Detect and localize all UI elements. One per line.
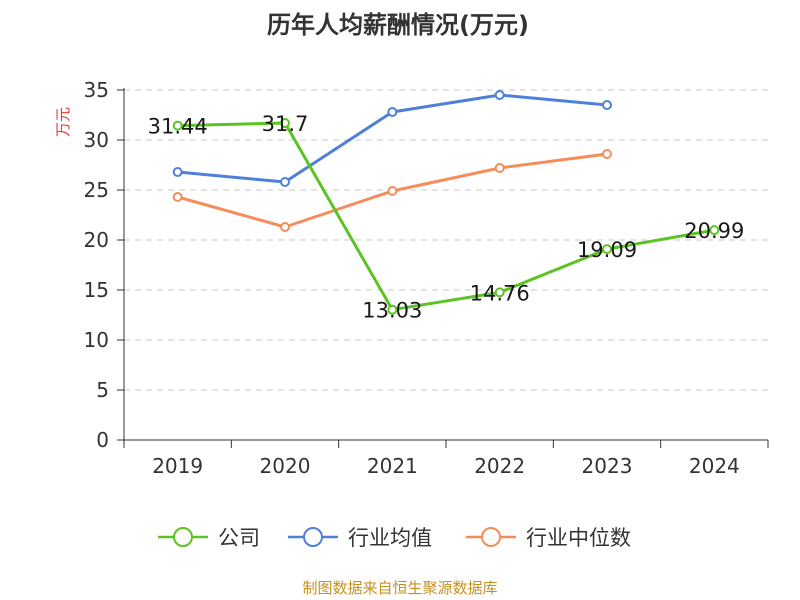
source-note: 制图数据来自恒生聚源数据库: [302, 579, 497, 597]
data-point[interactable]: [494, 163, 505, 173]
data-label: 13.03: [362, 299, 422, 323]
data-point[interactable]: [172, 167, 183, 177]
x-axis: 2019 2020 2021 2022 2023 2024: [123, 439, 769, 478]
legend-marker: [173, 527, 193, 547]
y-tick-label: 35: [84, 78, 109, 102]
data-point[interactable]: [280, 177, 290, 187]
data-point[interactable]: [172, 120, 183, 131]
data-point[interactable]: [709, 225, 720, 236]
y-tick-label: 20: [84, 228, 109, 252]
x-tick-label: 2023: [582, 454, 633, 478]
x-tick-label: 2021: [367, 454, 418, 478]
legend-label: 公司: [218, 526, 260, 550]
y-tick-label: 10: [84, 328, 109, 352]
y-tick-label: 0: [96, 428, 109, 452]
data-label: 19.09: [577, 238, 637, 262]
data-point[interactable]: [602, 100, 612, 110]
data-point[interactable]: [494, 90, 505, 100]
legend[interactable]: 公司 行业均值 行业中位数: [158, 526, 631, 550]
series-layer: [172, 90, 720, 315]
legend-item[interactable]: 公司: [158, 526, 260, 550]
data-point[interactable]: [280, 222, 290, 232]
x-tick-label: 2019: [152, 454, 203, 478]
data-point[interactable]: [280, 118, 290, 128]
y-tick-label: 25: [84, 178, 109, 202]
y-tick-label: 15: [84, 278, 109, 302]
data-label: 31.44: [148, 115, 208, 139]
data-point[interactable]: [172, 192, 183, 202]
legend-item[interactable]: 行业中位数: [466, 526, 631, 550]
data-label: 31.7: [262, 112, 309, 136]
legend-label: 行业中位数: [526, 526, 631, 550]
legend-marker: [481, 527, 501, 547]
data-label: 14.76: [470, 281, 530, 305]
legend-marker: [303, 527, 323, 547]
x-tick-label: 2024: [689, 454, 740, 478]
y-tick-label: 30: [84, 128, 109, 152]
data-point[interactable]: [602, 149, 612, 159]
chart-title: 历年人均薪酬情况(万元): [267, 11, 529, 39]
data-point[interactable]: [494, 287, 505, 298]
data-label: 20.99: [684, 219, 744, 243]
y-axis-label: 万元: [54, 107, 72, 137]
x-tick-label: 2022: [474, 454, 525, 478]
legend-item[interactable]: 行业均值: [288, 526, 432, 550]
x-tick-label: 2020: [260, 454, 311, 478]
series-line: [176, 121, 716, 312]
data-point[interactable]: [387, 186, 398, 196]
y-axis: 0 5 10 15 20 25 30 35: [84, 78, 125, 452]
data-point[interactable]: [602, 244, 612, 255]
data-point[interactable]: [387, 304, 398, 315]
data-labels: 31.44 31.7 13.03 14.76 19.09 20.99: [148, 112, 745, 323]
y-tick-label: 5: [96, 378, 109, 402]
legend-label: 行业均值: [348, 526, 432, 550]
data-point[interactable]: [387, 107, 398, 117]
gridlines: [124, 89, 768, 391]
